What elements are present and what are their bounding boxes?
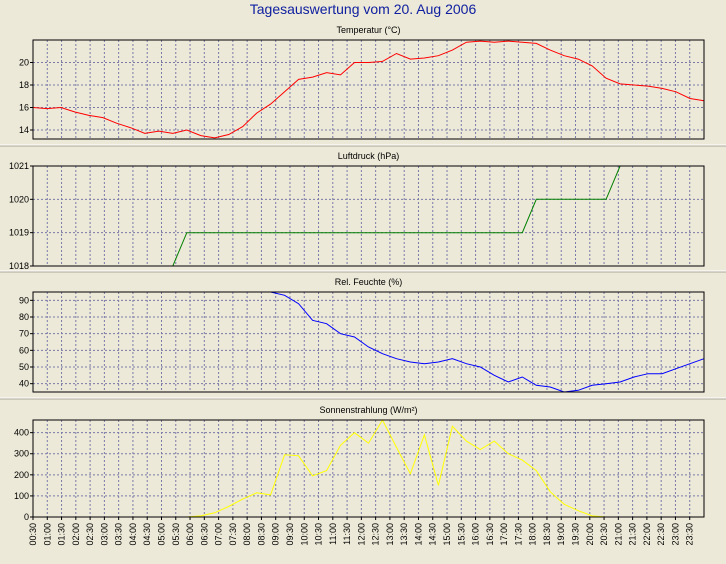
x-tick-label: 15:00 (442, 523, 452, 546)
x-tick-label: 02:30 (85, 523, 95, 546)
x-tick-label: 17:00 (499, 523, 509, 546)
x-tick-label: 16:30 (485, 523, 495, 546)
y-tick-label: 1018 (9, 261, 29, 271)
y-tick-label: 300 (14, 449, 29, 459)
x-tick-label: 21:30 (628, 523, 638, 546)
x-tick-label: 04:00 (128, 523, 138, 546)
chart-title: Tagesauswertung vom 20. Aug 2006 (249, 1, 477, 17)
y-tick-label: 60 (19, 345, 29, 355)
x-tick-label: 08:30 (256, 523, 266, 546)
x-tick-label: 06:30 (199, 523, 209, 546)
x-tick-label: 05:00 (156, 523, 166, 546)
x-tick-label: 06:00 (185, 523, 195, 546)
x-tick-label: 17:30 (513, 523, 523, 546)
y-tick-label: 20 (19, 58, 29, 68)
x-tick-label: 00:30 (28, 523, 38, 546)
plot-frame (32, 419, 705, 518)
x-tick-label: 15:30 (456, 523, 466, 546)
plot-frame (32, 39, 705, 140)
panel-title: Luftdruck (hPa) (338, 151, 400, 161)
x-tick-label: 22:00 (642, 523, 652, 546)
x-tick-label: 09:00 (271, 523, 281, 546)
y-tick-label: 400 (14, 428, 29, 438)
plot-area (33, 292, 704, 392)
x-tick-label: 20:00 (585, 523, 595, 546)
x-tick-label: 07:30 (228, 523, 238, 546)
plot-frame (32, 291, 705, 393)
x-tick-label: 16:00 (471, 523, 481, 546)
panel-title: Rel. Feuchte (%) (335, 277, 403, 287)
x-tick-label: 03:30 (114, 523, 124, 546)
x-tick-label: 12:30 (371, 523, 381, 546)
x-tick-label: 11:30 (342, 523, 352, 545)
plot-area (33, 40, 704, 139)
x-tick-label: 18:30 (542, 523, 552, 546)
x-tick-label: 08:00 (242, 523, 252, 546)
y-tick-label: 70 (19, 329, 29, 339)
y-tick-label: 1019 (9, 228, 29, 238)
x-tick-label: 14:00 (413, 523, 423, 546)
x-tick-label: 18:00 (528, 523, 538, 546)
y-tick-label: 50 (19, 362, 29, 372)
series-line (32, 40, 705, 139)
y-tick-label: 1021 (9, 161, 29, 171)
x-tick-label: 23:00 (670, 523, 680, 546)
y-tick-label: 14 (19, 125, 29, 135)
x-tick-label: 13:30 (399, 523, 409, 546)
x-tick-label: 01:30 (57, 523, 67, 546)
x-tick-label: 21:00 (613, 523, 623, 546)
y-tick-label: 16 (19, 103, 29, 113)
y-tick-label: 80 (19, 312, 29, 322)
x-tick-label: 02:00 (71, 523, 81, 546)
x-tick-label: 19:30 (571, 523, 581, 546)
x-tick-label: 13:00 (385, 523, 395, 546)
x-tick-label: 10:00 (299, 523, 309, 546)
x-tick-label: 22:30 (656, 523, 666, 546)
x-tick-label: 09:30 (285, 523, 295, 546)
y-tick-label: 0 (24, 512, 29, 522)
x-tick-label: 10:30 (314, 523, 324, 546)
y-tick-label: 90 (19, 295, 29, 305)
x-tick-label: 23:30 (685, 523, 695, 546)
panel-title: Sonnenstrahlung (W/m²) (319, 405, 417, 415)
y-tick-label: 18 (19, 80, 29, 90)
plot-frame (32, 165, 705, 267)
panel-title: Temperatur (°C) (336, 25, 400, 35)
x-tick-label: 07:00 (214, 523, 224, 546)
plot-area (33, 420, 704, 517)
x-tick-label: 05:30 (171, 523, 181, 546)
y-tick-label: 40 (19, 379, 29, 389)
x-tick-label: 04:30 (142, 523, 152, 546)
y-tick-label: 1020 (9, 194, 29, 204)
y-tick-label: 100 (14, 491, 29, 501)
x-tick-label: 19:00 (556, 523, 566, 546)
x-tick-label: 11:00 (328, 523, 338, 545)
x-tick-label: 12:00 (356, 523, 366, 546)
plot-area (33, 166, 704, 266)
y-tick-label: 200 (14, 470, 29, 480)
x-tick-label: 14:30 (428, 523, 438, 546)
x-tick-label: 03:00 (99, 523, 109, 546)
x-tick-label: 20:30 (599, 523, 609, 546)
x-tick-label: 01:00 (42, 523, 52, 546)
